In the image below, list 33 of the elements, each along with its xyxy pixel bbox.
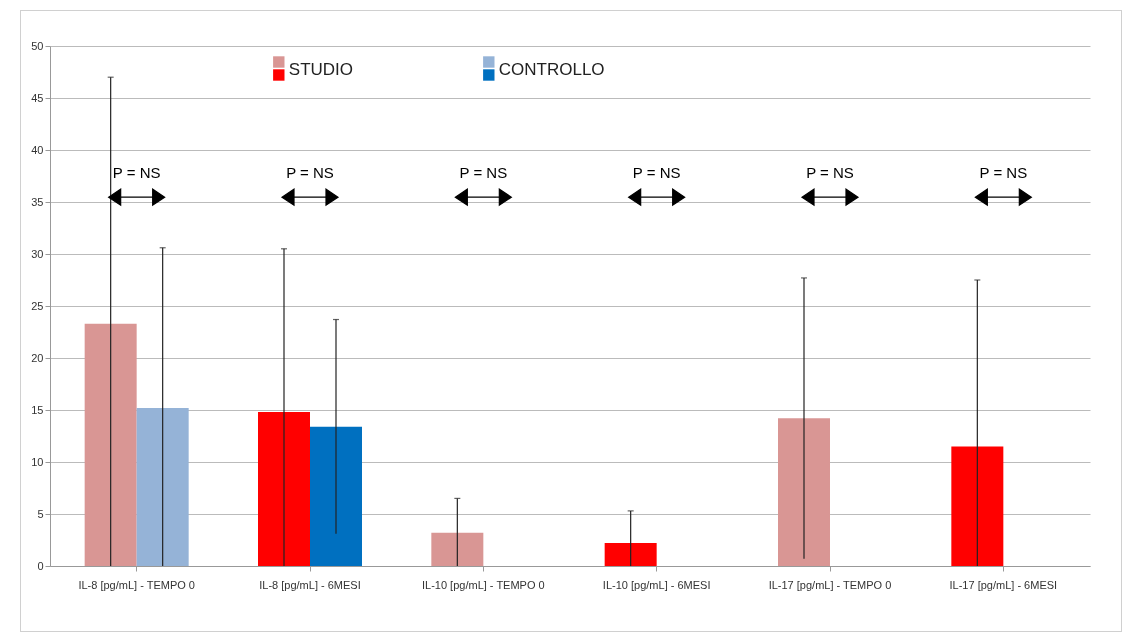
- x-tick-label: IL-10 [pg/mL] - 6MESI: [602, 578, 711, 591]
- legend-label: CONTROLLO: [498, 60, 605, 79]
- y-tick-label: 40: [31, 143, 44, 156]
- bar: [310, 426, 362, 566]
- y-tick-label: 20: [31, 351, 44, 364]
- bar: [84, 323, 137, 566]
- x-tick-label: IL-17 [pg/mL] - 6MESI: [949, 578, 1058, 591]
- annotation: P = NS: [112, 164, 161, 182]
- y-tick-label: 0: [37, 559, 44, 572]
- x-tick-label: IL-17 [pg/mL] - TEMPO 0: [768, 578, 892, 591]
- y-tick-label: 30: [31, 247, 44, 260]
- annotation: P = NS: [979, 164, 1028, 182]
- bar: [258, 412, 310, 566]
- bar: [951, 446, 1004, 566]
- y-tick-label: 45: [31, 91, 44, 104]
- annotation: P = NS: [459, 164, 508, 182]
- annotation: P = NS: [806, 164, 854, 182]
- bar: [136, 407, 189, 566]
- x-tick-label: IL-8 [pg/mL] - TEMPO 0: [78, 578, 195, 591]
- bar: [778, 418, 830, 566]
- y-tick-label: 10: [31, 455, 44, 468]
- y-tick-label: 35: [31, 195, 44, 208]
- y-tick-label: 15: [31, 403, 44, 416]
- annotation: P = NS: [632, 164, 681, 182]
- y-tick-label: 25: [31, 299, 44, 312]
- bar: [431, 532, 484, 566]
- legend-label: STUDIO: [288, 60, 354, 79]
- annotation: P = NS: [286, 164, 334, 182]
- y-tick-label: 5: [37, 507, 44, 520]
- x-tick-label: IL-10 [pg/mL] - TEMPO 0: [421, 578, 545, 591]
- y-tick-label: 50: [31, 39, 44, 52]
- x-tick-label: IL-8 [pg/mL] - 6MESI: [259, 578, 361, 591]
- bar: [604, 543, 657, 566]
